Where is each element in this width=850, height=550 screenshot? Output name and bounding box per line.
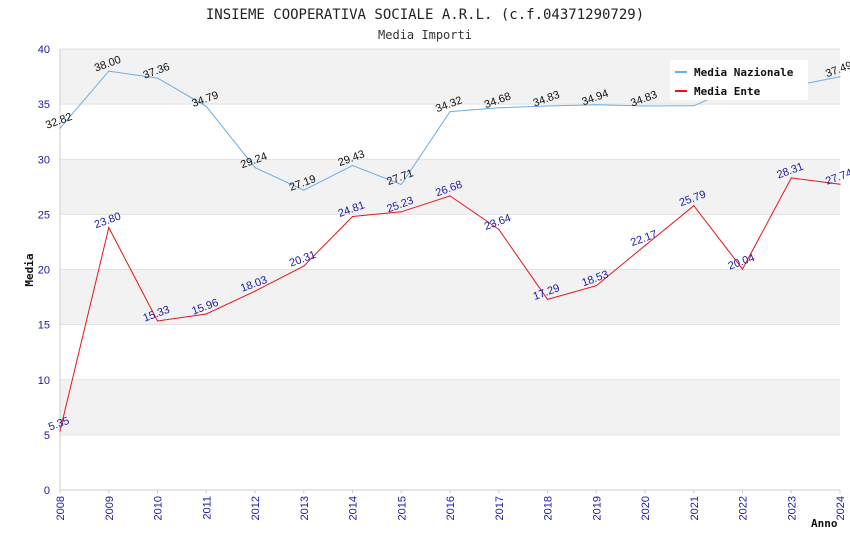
grid-band: [60, 104, 840, 160]
chart-subtitle: Media Importi: [378, 28, 472, 42]
x-tick-label: 2012: [250, 496, 262, 520]
data-point: [351, 164, 354, 167]
x-tick-label: 2017: [494, 496, 506, 520]
data-point: [839, 183, 841, 185]
legend-box: [670, 60, 808, 100]
grid-band: [60, 434, 840, 490]
grid-band: [60, 324, 840, 380]
y-tick-label: 10: [38, 375, 50, 387]
data-point: [205, 105, 207, 108]
x-tick-label: 2021: [689, 496, 701, 520]
y-tick-label: 25: [38, 209, 50, 221]
data-point: [156, 77, 159, 79]
x-tick-label: 2011: [201, 496, 213, 520]
data-point: [644, 244, 646, 247]
x-tick-labels: 2008 2009 2010 2011 2012 2013 2014 2015 2016 2017…: [55, 496, 847, 520]
data-point: [741, 268, 744, 270]
legend-label: Media Ente: [694, 85, 761, 98]
y-tick-label: 30: [38, 154, 50, 166]
grid-band: [60, 379, 840, 435]
axes: [59, 49, 841, 493]
x-tick-label: 2022: [738, 496, 750, 520]
x-tick-label: 2014: [348, 496, 360, 520]
grid-band: [60, 214, 840, 270]
data-point: [351, 215, 354, 218]
x-tick-label: 2013: [299, 496, 311, 520]
data-point: [108, 70, 110, 72]
x-tick-label: 2018: [543, 496, 555, 520]
y-tick-label: 20: [38, 265, 50, 277]
y-tick-label: 35: [38, 99, 50, 111]
data-point: [205, 313, 207, 315]
data-point: [546, 105, 549, 107]
data-point: [693, 205, 695, 207]
data-point: [400, 211, 402, 213]
data-point: [108, 227, 110, 229]
data-point: [839, 76, 841, 78]
x-tick-label: 2016: [445, 496, 457, 520]
grid-band: [60, 159, 840, 215]
legend-label: Media Nazionale: [694, 66, 794, 79]
x-tick-label: 2023: [786, 496, 798, 520]
data-point: [400, 183, 402, 186]
x-tick-label: 2019: [591, 496, 603, 520]
grid-band: [60, 269, 840, 325]
data-point: [156, 320, 159, 322]
data-point: [59, 430, 61, 432]
x-axis-label: Anno: [811, 517, 838, 530]
data-point: [303, 265, 305, 267]
data-point: [546, 298, 549, 300]
legend: Media Nazionale Media Ente: [670, 60, 808, 100]
data-point: [449, 111, 451, 113]
x-tick-label: 2015: [396, 496, 408, 520]
x-tick-label: 2010: [153, 496, 165, 520]
y-tick-label: 5: [44, 430, 50, 442]
data-point: [498, 228, 500, 230]
y-tick-label: 0: [44, 485, 50, 497]
x-tick-label: 2020: [640, 496, 652, 520]
data-point: [595, 104, 597, 106]
data-point: [644, 105, 646, 107]
x-tick-label: 2008: [55, 496, 67, 520]
y-axis-label: Media: [23, 253, 36, 286]
chart-title: INSIEME COOPERATIVA SOCIALE A.R.L. (c.f.…: [206, 7, 644, 23]
data-point: [595, 285, 597, 287]
x-tick-label: 2009: [104, 496, 116, 520]
y-tick-label: 15: [38, 320, 50, 332]
data-point: [790, 177, 792, 179]
data-point: [449, 195, 451, 197]
data-point: [254, 167, 256, 169]
grid-bands: [60, 48, 840, 491]
data-point: [303, 189, 305, 191]
data-point: [254, 290, 256, 292]
data-point: [59, 127, 61, 129]
x-tick-label: 2024: [835, 496, 847, 520]
data-point: [693, 105, 695, 107]
y-tick-labels: 0 5 10 15 20 25 30 35 40: [38, 44, 50, 497]
y-tick-label: 40: [38, 44, 50, 56]
data-point: [498, 107, 500, 109]
